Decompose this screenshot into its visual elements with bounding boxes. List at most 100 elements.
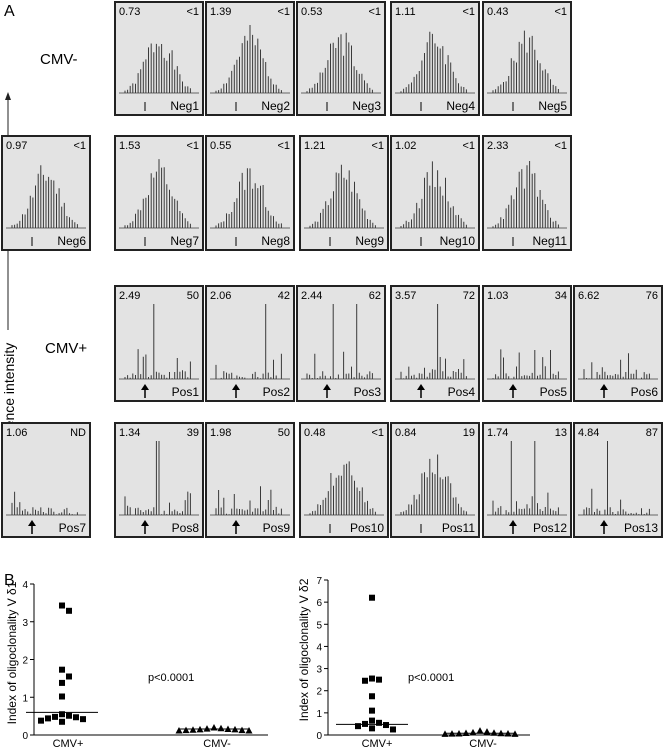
arrow-up-icon: [232, 384, 240, 398]
data-point-square: [80, 716, 86, 723]
spectratype-panel-pos11: 0.84 19 Pos11: [390, 422, 480, 538]
panel-name: Neg4: [446, 99, 475, 113]
panel-name: Pos3: [354, 385, 382, 399]
y-tick-label: 0: [316, 731, 322, 742]
y-tick-label: 0: [22, 731, 28, 742]
panel-right-value: <1: [186, 6, 199, 18]
data-point-square: [45, 715, 51, 722]
panel-left-value: 2.49: [119, 290, 140, 302]
y-tick-label: 5: [316, 620, 322, 631]
data-point-square: [38, 717, 44, 724]
panel-name: Neg10: [440, 234, 476, 248]
spectratype-panel-neg10: 1.02 <1 Neg10: [390, 135, 480, 251]
data-point-square: [59, 602, 65, 609]
panel-left-value: 2.44: [301, 290, 322, 302]
panel-left-value: 0.48: [304, 427, 325, 439]
data-point-square: [369, 594, 375, 601]
panel-right-value: <1: [277, 140, 290, 152]
spectratype-panel-pos8: 1.34 39 Pos8: [114, 422, 204, 538]
data-point-square: [73, 714, 79, 721]
spectratype-panel-neg2: 1.39 <1 Neg2: [205, 1, 295, 116]
data-point-square: [66, 712, 72, 719]
arrow-up-icon: [141, 520, 149, 534]
plot2-pvalue: p<0.0001: [408, 672, 454, 684]
plot1-xlabel-cmv-neg: CMV-: [203, 738, 231, 750]
panel-left-value: 1.02: [395, 140, 416, 152]
data-point-square: [369, 717, 375, 724]
spectratype-panel-pos4: 3.57 72 Pos4: [390, 285, 480, 402]
data-point-triangle: [189, 726, 197, 733]
panel-name: Pos2: [263, 385, 291, 399]
panel-left-value: 0.97: [6, 140, 27, 152]
data-point-square: [369, 675, 375, 682]
y-tick-label: 1: [316, 709, 322, 720]
data-point-triangle: [238, 726, 246, 734]
y-tick-label: 4: [316, 642, 322, 653]
spectratype-panel-pos9: 1.98 50 Pos9: [205, 422, 295, 538]
panel-name: Pos6: [631, 385, 659, 399]
y-tick-label: 2: [22, 656, 28, 667]
panel-a-letter: A: [4, 3, 15, 20]
spectratype-panel-neg11: 2.33 <1 Neg11: [482, 135, 572, 251]
data-point-triangle: [455, 729, 463, 737]
plot2-ylabel: Index of oligoclonality V δ2: [297, 578, 311, 721]
panel-right-value: 39: [187, 427, 199, 439]
panel-left-value: 1.21: [304, 140, 325, 152]
data-point-square: [66, 673, 72, 680]
data-point-square: [52, 713, 58, 720]
data-point-triangle: [441, 730, 449, 737]
panel-right-value: <1: [371, 140, 384, 152]
spectratype-panel-neg6: 0.97 <1 Neg6: [1, 135, 91, 251]
arrow-up-icon: [600, 384, 608, 398]
panel-name: Neg2: [261, 99, 290, 113]
y-tick-label: 4: [22, 580, 28, 591]
panel-left-value: 0.43: [487, 6, 508, 18]
data-point-triangle: [182, 726, 190, 734]
data-point-square: [369, 693, 375, 700]
panel-left-value: 2.06: [210, 290, 231, 302]
panel-right-value: 42: [278, 290, 290, 302]
spectratype-panel-neg3: 0.53 <1 Neg3: [296, 1, 386, 116]
panel-right-value: 34: [555, 290, 567, 302]
panel-left-value: 6.62: [578, 290, 599, 302]
y-tick-label: 1: [22, 693, 28, 704]
panel-b-letter: B: [4, 572, 15, 589]
arrow-up-icon: [232, 520, 240, 534]
plot2-xlabel-cmv-neg: CMV-: [469, 738, 497, 750]
spectratype-panel-neg4: 1.11 <1 Neg4: [390, 1, 480, 116]
data-point-square: [355, 723, 361, 730]
arrow-up-icon: [417, 384, 425, 398]
panel-right-value: <1: [462, 140, 475, 152]
panel-left-value: 1.98: [210, 427, 231, 439]
panel-left-value: 3.57: [395, 290, 416, 302]
panel-name: Neg9: [355, 234, 384, 248]
plot2-xlabel-cmv-pos: CMV+: [362, 738, 393, 750]
panel-right-value: <1: [554, 6, 567, 18]
panel-name: Neg8: [261, 234, 290, 248]
panel-right-value: <1: [554, 140, 567, 152]
data-point-square: [383, 722, 389, 729]
spectratype-panel-pos3: 2.44 62 Pos3: [296, 285, 386, 402]
panel-right-value: <1: [368, 6, 381, 18]
panel-left-value: 2.33: [487, 140, 508, 152]
plot1-pvalue: p<0.0001: [148, 672, 194, 684]
group-label-cmv-neg: CMV-: [40, 51, 78, 68]
arrow-up-icon: [28, 520, 36, 534]
data-point-square: [376, 676, 382, 683]
plot1-xlabel-cmv-pos: CMV+: [53, 738, 84, 750]
data-point-square: [369, 725, 375, 732]
data-point-triangle: [448, 730, 456, 737]
arrow-up-icon: [323, 384, 331, 398]
panel-left-value: 1.34: [119, 427, 140, 439]
panel-name: Pos9: [263, 521, 291, 535]
panel-right-value: ND: [70, 427, 86, 439]
data-point-triangle: [196, 725, 204, 733]
spectratype-panel-neg9: 1.21 <1 Neg9: [299, 135, 389, 251]
panel-left-value: 1.11: [395, 6, 416, 18]
spectratype-panel-neg7: 1.53 <1 Neg7: [114, 135, 204, 251]
scatter-plot-vd2: Index of oligoclonality V δ2 0 1 2 3 4 5 6 7 CM…: [297, 576, 530, 750]
panel-left-value: 0.53: [301, 6, 322, 18]
data-point-square: [59, 693, 65, 700]
panel-right-value: 13: [555, 427, 567, 439]
panel-right-value: 76: [646, 290, 658, 302]
